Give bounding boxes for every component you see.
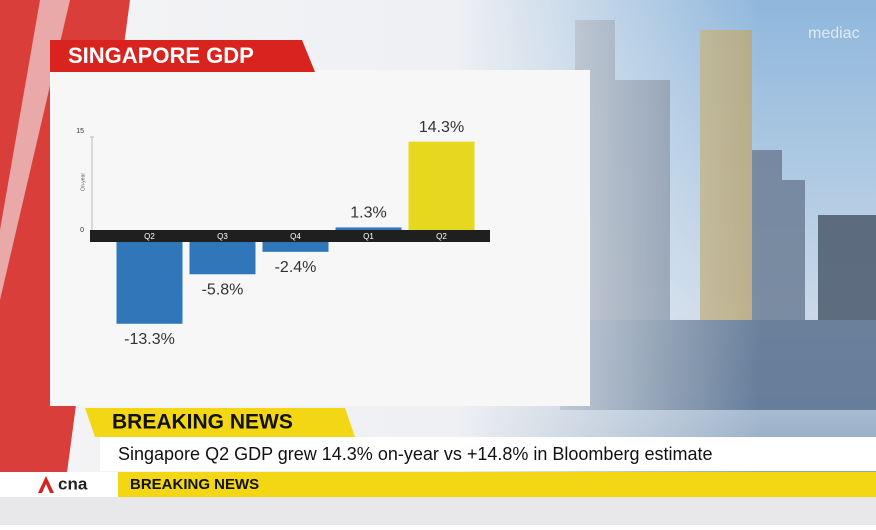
value-label: 1.3% xyxy=(350,205,386,222)
logo-box xyxy=(0,472,118,497)
plot: 0 15 -13.3% -5.8% -2.4% 1.3% 14.3% Q2 Q3 Q4 Q1 Q2 xyxy=(76,119,490,348)
x-tick-label: Q2 xyxy=(144,232,155,241)
x-tick-label: Q1 xyxy=(363,232,374,241)
zero-band xyxy=(90,230,490,242)
watermark: mediac xyxy=(808,25,860,42)
strap-bar xyxy=(0,472,876,497)
headline: Singapore Q2 GDP grew 14.3% on-year vs +… xyxy=(118,444,712,464)
bottom-band xyxy=(0,497,876,525)
logo: cna xyxy=(58,474,88,493)
x-tick-label: Q3 xyxy=(217,232,228,241)
bar xyxy=(116,236,183,324)
chart-title: SINGAPORE GDP xyxy=(68,43,254,68)
y-axis-label: On-year xyxy=(80,173,86,191)
breaking-label-text: BREAKING NEWS xyxy=(112,411,293,434)
y-tick-label: 15 xyxy=(76,128,84,135)
value-label: -13.3% xyxy=(124,331,175,348)
value-label: -5.8% xyxy=(202,281,244,298)
title-box xyxy=(50,40,315,72)
strap-text: BREAKING NEWS xyxy=(130,476,259,493)
value-label: 14.3% xyxy=(419,119,464,136)
bar xyxy=(189,236,256,275)
y-tick-label: 0 xyxy=(80,227,84,234)
bar xyxy=(408,141,475,236)
value-label: -2.4% xyxy=(275,259,317,276)
headline-bar xyxy=(100,437,876,471)
x-tick-label: Q4 xyxy=(290,232,301,241)
logo-mark xyxy=(38,476,54,493)
x-tick-label: Q2 xyxy=(436,232,447,241)
breaking-label xyxy=(85,408,355,437)
